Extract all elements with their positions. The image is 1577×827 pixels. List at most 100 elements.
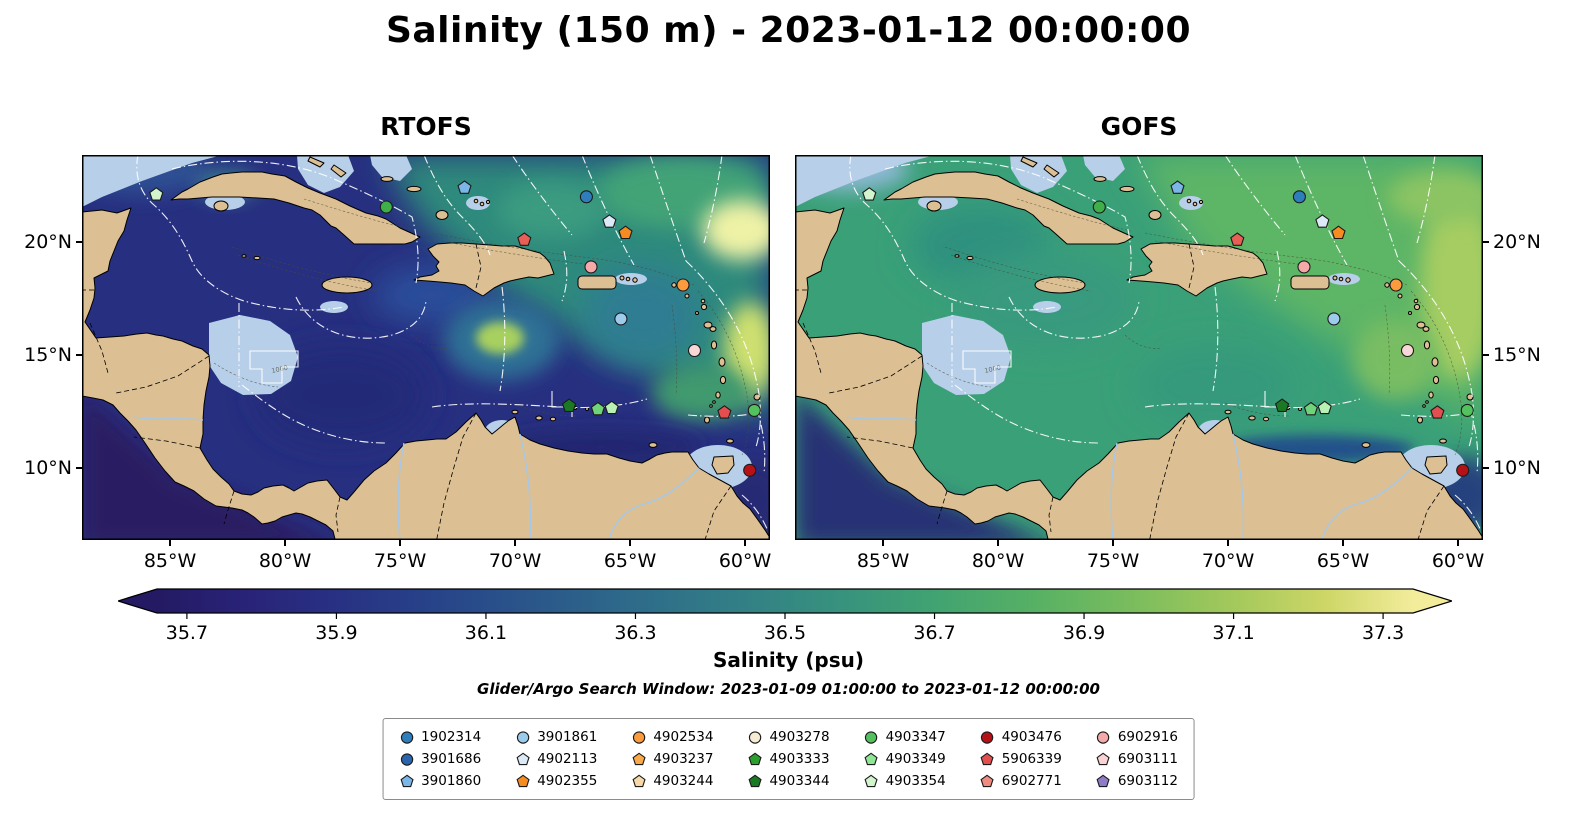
circle-marker-icon bbox=[981, 730, 994, 744]
colorbar-tick-label: 35.7 bbox=[165, 622, 209, 644]
pentagon-float-marker-icon bbox=[862, 187, 877, 201]
circle-float-marker-icon bbox=[1456, 463, 1470, 477]
circle-float-marker-icon bbox=[1297, 260, 1311, 274]
legend-grid: 1902314 3901686 3901860 3901861 4902113 49023… bbox=[399, 727, 1178, 791]
pentagon-float-marker-icon bbox=[1317, 400, 1332, 415]
circle-float-marker-icon bbox=[1389, 278, 1403, 292]
y-tick-label: 10°N bbox=[1493, 457, 1541, 479]
legend-entry-label: 3901860 bbox=[421, 773, 482, 789]
colorbar-tick-label: 36.5 bbox=[763, 622, 807, 644]
circle-float-marker-icon bbox=[743, 463, 757, 477]
gofs-float-markers bbox=[862, 180, 1474, 477]
legend-entry: 3901861 bbox=[515, 727, 597, 747]
pentagon-marker-icon bbox=[516, 774, 530, 787]
legend-entry: 6902916 bbox=[1096, 727, 1178, 747]
colorbar-tick-label: 36.1 bbox=[464, 622, 508, 644]
rtofs-float-markers bbox=[149, 180, 761, 477]
circle-float-marker-icon bbox=[584, 260, 598, 274]
pentagon-float-marker-icon bbox=[717, 405, 732, 419]
x-tick-label: 70°W bbox=[1201, 550, 1255, 572]
legend-entry: 4903344 bbox=[747, 771, 830, 791]
pentagon-marker-icon bbox=[632, 752, 646, 765]
colorbar-tick-label: 35.9 bbox=[315, 622, 358, 644]
circle-marker-icon bbox=[516, 730, 529, 744]
x-axis-tick bbox=[744, 540, 746, 546]
legend-entry: 4903347 bbox=[864, 727, 946, 747]
circle-float-marker-icon bbox=[687, 343, 702, 358]
y-tick-label: 10°N bbox=[24, 457, 72, 479]
y-axis-tick bbox=[76, 354, 82, 356]
pentagon-float-marker-icon bbox=[618, 225, 633, 240]
legend-entry-label: 4902355 bbox=[537, 773, 598, 789]
circle-float-marker-icon bbox=[1327, 312, 1341, 326]
x-axis-tick bbox=[997, 540, 999, 546]
x-tick-label: 75°W bbox=[373, 550, 427, 572]
pentagon-float-marker-icon bbox=[1315, 214, 1330, 228]
pentagon-float-marker-icon bbox=[604, 400, 619, 415]
gofs-map bbox=[795, 155, 1483, 540]
legend-entry: 4902113 bbox=[515, 749, 597, 769]
pentagon-marker-icon bbox=[748, 752, 762, 765]
pentagon-float-marker-icon bbox=[1170, 180, 1185, 194]
circle-float-marker-icon bbox=[1400, 343, 1415, 358]
legend-entry-label: 4903344 bbox=[769, 773, 830, 789]
legend-entry-label: 4903354 bbox=[885, 773, 946, 789]
legend-entry-label: 5906339 bbox=[1001, 751, 1062, 767]
y-tick-label: 20°N bbox=[24, 231, 72, 253]
rtofs-map-panel: 85°W 80°W 75°W 70°W 65°W 60°W 20°N 15°N 10°N bbox=[24, 155, 771, 572]
x-axis-tick bbox=[882, 540, 884, 546]
legend-entry: 4903349 bbox=[864, 749, 946, 769]
legend-entry: 1902314 bbox=[399, 727, 481, 747]
circle-marker-icon bbox=[400, 730, 413, 744]
x-tick-label: 75°W bbox=[1086, 550, 1140, 572]
pentagon-marker-icon bbox=[980, 752, 994, 765]
x-tick-label: 80°W bbox=[971, 550, 1025, 572]
legend-entry: 6903112 bbox=[1096, 771, 1178, 791]
colorbar-ticks bbox=[186, 613, 1384, 619]
pentagon-marker-icon bbox=[1096, 774, 1110, 787]
circle-float-marker-icon bbox=[614, 312, 628, 326]
legend-entry-label: 4903237 bbox=[653, 751, 714, 767]
pentagon-float-marker-icon bbox=[457, 180, 472, 194]
search-window-subtitle: Glider/Argo Search Window: 2023-01-09 01… bbox=[477, 680, 1100, 698]
legend-entry: 4902534 bbox=[631, 727, 713, 747]
pentagon-float-marker-icon bbox=[602, 214, 617, 228]
legend-entry: 4903333 bbox=[747, 749, 830, 769]
legend-entry-label: 4903278 bbox=[769, 729, 830, 745]
colorbar-gradient bbox=[157, 589, 1413, 613]
y-axis-tick bbox=[1483, 241, 1489, 243]
legend-entry-label: 6902916 bbox=[1117, 729, 1178, 745]
colorbar-tick-label: 37.1 bbox=[1212, 622, 1255, 644]
legend-entry-label: 4902534 bbox=[653, 729, 714, 745]
circle-float-marker-icon bbox=[379, 200, 393, 214]
y-tick-label: 20°N bbox=[1493, 231, 1541, 253]
legend-entry: 6903111 bbox=[1096, 749, 1178, 769]
legend-entry: 4903476 bbox=[980, 727, 1062, 747]
legend-entry: 3901686 bbox=[399, 749, 481, 769]
pentagon-float-marker-icon bbox=[1230, 232, 1245, 246]
legend: 1902314 3901686 3901860 3901861 4902113 49023… bbox=[382, 718, 1195, 800]
legend-entry-label: 6903112 bbox=[1117, 773, 1178, 789]
colorbar-label: Salinity (psu) bbox=[712, 648, 864, 672]
circle-marker-icon bbox=[748, 730, 762, 744]
legend-entry-label: 3901861 bbox=[537, 729, 598, 745]
pentagon-float-marker-icon bbox=[561, 398, 577, 412]
pentagon-marker-icon bbox=[400, 774, 414, 787]
y-tick-label: 15°N bbox=[24, 344, 72, 366]
x-tick-label: 65°W bbox=[1316, 550, 1370, 572]
rtofs-map bbox=[82, 155, 770, 540]
legend-entry: 4903237 bbox=[631, 749, 713, 769]
pentagon-marker-icon bbox=[1096, 752, 1110, 765]
y-axis-tick bbox=[1483, 467, 1489, 469]
pentagon-marker-icon bbox=[632, 774, 646, 787]
y-axis-tick bbox=[1483, 354, 1489, 356]
pentagon-float-marker-icon bbox=[517, 232, 532, 246]
colorbar-tick-labels: 35.7 35.9 36.1 36.3 36.5 36.7 36.9 37.1 37.3 bbox=[118, 622, 1452, 646]
colorbar-tick-label: 36.3 bbox=[614, 622, 657, 644]
x-axis-tick bbox=[169, 540, 171, 546]
x-axis-tick bbox=[284, 540, 286, 546]
pentagon-float-marker-icon bbox=[149, 187, 164, 201]
legend-entry: 4903354 bbox=[864, 771, 946, 791]
pentagon-float-marker-icon bbox=[1430, 405, 1445, 419]
x-axis-tick bbox=[1457, 540, 1459, 546]
